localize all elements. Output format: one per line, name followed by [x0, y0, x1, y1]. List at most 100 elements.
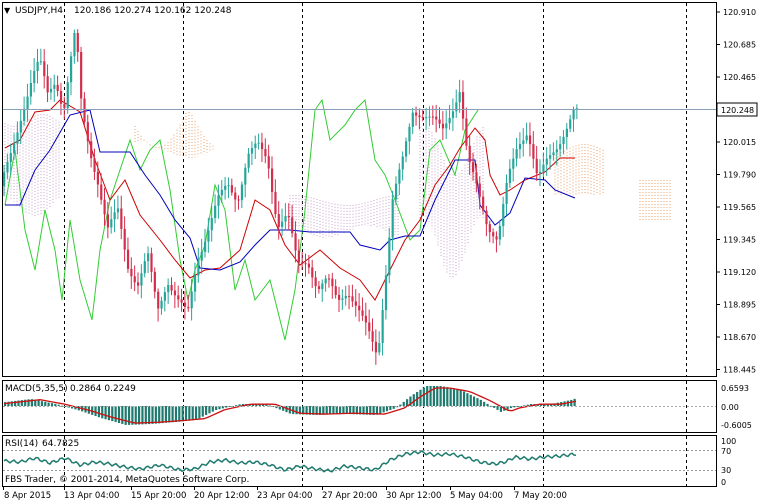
bear-candle	[351, 296, 354, 302]
bull-candle	[207, 230, 210, 242]
macd-histogram-bar	[14, 400, 17, 406]
macd-histogram-bar	[208, 406, 211, 414]
bear-candle	[331, 278, 334, 287]
time-tick-label: 7 May 20:00	[514, 491, 567, 501]
macd-histogram-bar	[71, 406, 74, 409]
bear-candle	[528, 135, 532, 145]
bear-candle	[183, 302, 187, 307]
macd-histogram-bar	[516, 406, 519, 407]
macd-histogram-bar	[292, 406, 295, 415]
symbol-timeframe: USDJPY,H4	[15, 6, 63, 16]
bear-candle	[264, 149, 267, 157]
bull-candle	[425, 117, 428, 119]
bear-candle	[237, 199, 240, 201]
bull-candle	[565, 128, 568, 138]
bear-candle	[532, 144, 535, 159]
macd-histogram-bar	[121, 406, 124, 424]
bear-candle	[230, 185, 233, 193]
macd-histogram-bar	[379, 406, 382, 414]
bull-candle	[559, 144, 562, 150]
bull-candle	[190, 291, 193, 309]
macd-histogram-bar	[282, 406, 285, 411]
rsi-value: 64.7825	[42, 439, 79, 449]
macd-histogram-bar	[328, 406, 332, 415]
macd-histogram-bar	[345, 406, 348, 415]
bull-candle	[408, 126, 411, 142]
bull-candle	[508, 168, 512, 183]
macd-histogram-bar	[158, 406, 161, 424]
bear-candle	[274, 191, 277, 215]
macd-tick-top: 0.6593	[721, 384, 749, 393]
bull-candle	[405, 141, 408, 157]
macd-histogram-bar	[258, 404, 261, 406]
macd-histogram-bar	[161, 406, 164, 424]
bear-candle	[415, 112, 418, 116]
macd-histogram-bar	[570, 399, 573, 406]
bull-candle	[33, 71, 36, 84]
bull-candle	[451, 111, 455, 118]
rsi-tick-70: 70	[721, 447, 731, 456]
bear-candle	[150, 253, 153, 272]
macd-histogram-bar	[194, 406, 198, 421]
bear-candle	[267, 156, 270, 169]
bear-candle	[368, 322, 371, 332]
macd-histogram-bar	[171, 406, 174, 423]
time-tick-label: 15 Apr 20:00	[131, 491, 186, 501]
macd-histogram-bar	[191, 406, 194, 421]
bear-candle	[83, 98, 86, 123]
bull-candle	[193, 275, 197, 292]
bear-candle	[271, 168, 274, 192]
macd-histogram-bar	[148, 406, 151, 425]
macd-histogram-bar	[459, 389, 462, 406]
bull-candle	[6, 161, 9, 173]
rsi-label: RSI(14)	[5, 439, 38, 449]
macd-histogram-bar	[308, 406, 312, 415]
bear-candle	[465, 118, 468, 146]
time-tick-label: 20 Apr 12:00	[194, 491, 249, 501]
macd-histogram-bar	[499, 406, 502, 412]
macd-histogram-bar	[127, 406, 131, 425]
bear-candle	[488, 224, 491, 233]
macd-histogram-bar	[225, 406, 228, 408]
bear-candle	[120, 208, 123, 229]
macd-histogram-bar	[295, 406, 298, 415]
bull-candle	[147, 253, 150, 262]
collapse-triangle-icon[interactable]: ▼	[4, 6, 11, 15]
bear-candle	[301, 262, 304, 264]
macd-histogram-bar	[174, 406, 178, 423]
bear-candle	[46, 76, 49, 93]
macd-histogram-bar	[285, 406, 288, 413]
macd-histogram-bar	[64, 406, 67, 407]
bear-candle	[123, 228, 126, 250]
bear-candle	[361, 310, 364, 316]
bull-candle	[167, 284, 170, 293]
bull-candle	[321, 283, 324, 290]
bear-candle	[80, 52, 83, 99]
ohlc-values: 120.186 120.274 120.162 120.248	[74, 6, 232, 16]
macd-panel-frame	[2, 380, 717, 433]
bear-candle	[177, 295, 180, 300]
macd-tick-zero: 0.00	[721, 403, 739, 412]
bull-candle	[26, 96, 29, 109]
bear-candle	[291, 217, 294, 234]
macd-label: MACD(5,35,5)	[5, 384, 68, 394]
macd-histogram-bar	[251, 404, 255, 406]
bull-candle	[110, 219, 113, 228]
macd-histogram-bar	[325, 406, 328, 415]
macd-histogram-bar	[426, 386, 429, 406]
bull-candle	[39, 61, 43, 63]
bull-candle	[502, 203, 505, 227]
bull-candle	[36, 61, 39, 72]
bear-candle	[297, 250, 300, 263]
macd-histogram-bar	[529, 404, 533, 406]
bull-candle	[53, 84, 56, 89]
macd-histogram-bar	[523, 405, 526, 407]
tenkan-sen-line	[4, 99, 575, 301]
macd-histogram-bar	[151, 406, 154, 424]
macd-histogram-bar	[117, 406, 121, 424]
bull-candle	[428, 116, 431, 118]
macd-histogram-bar	[395, 406, 399, 408]
macd-histogram-bar	[34, 399, 37, 406]
macd-histogram-bar	[375, 406, 379, 415]
bear-candle	[421, 117, 424, 119]
